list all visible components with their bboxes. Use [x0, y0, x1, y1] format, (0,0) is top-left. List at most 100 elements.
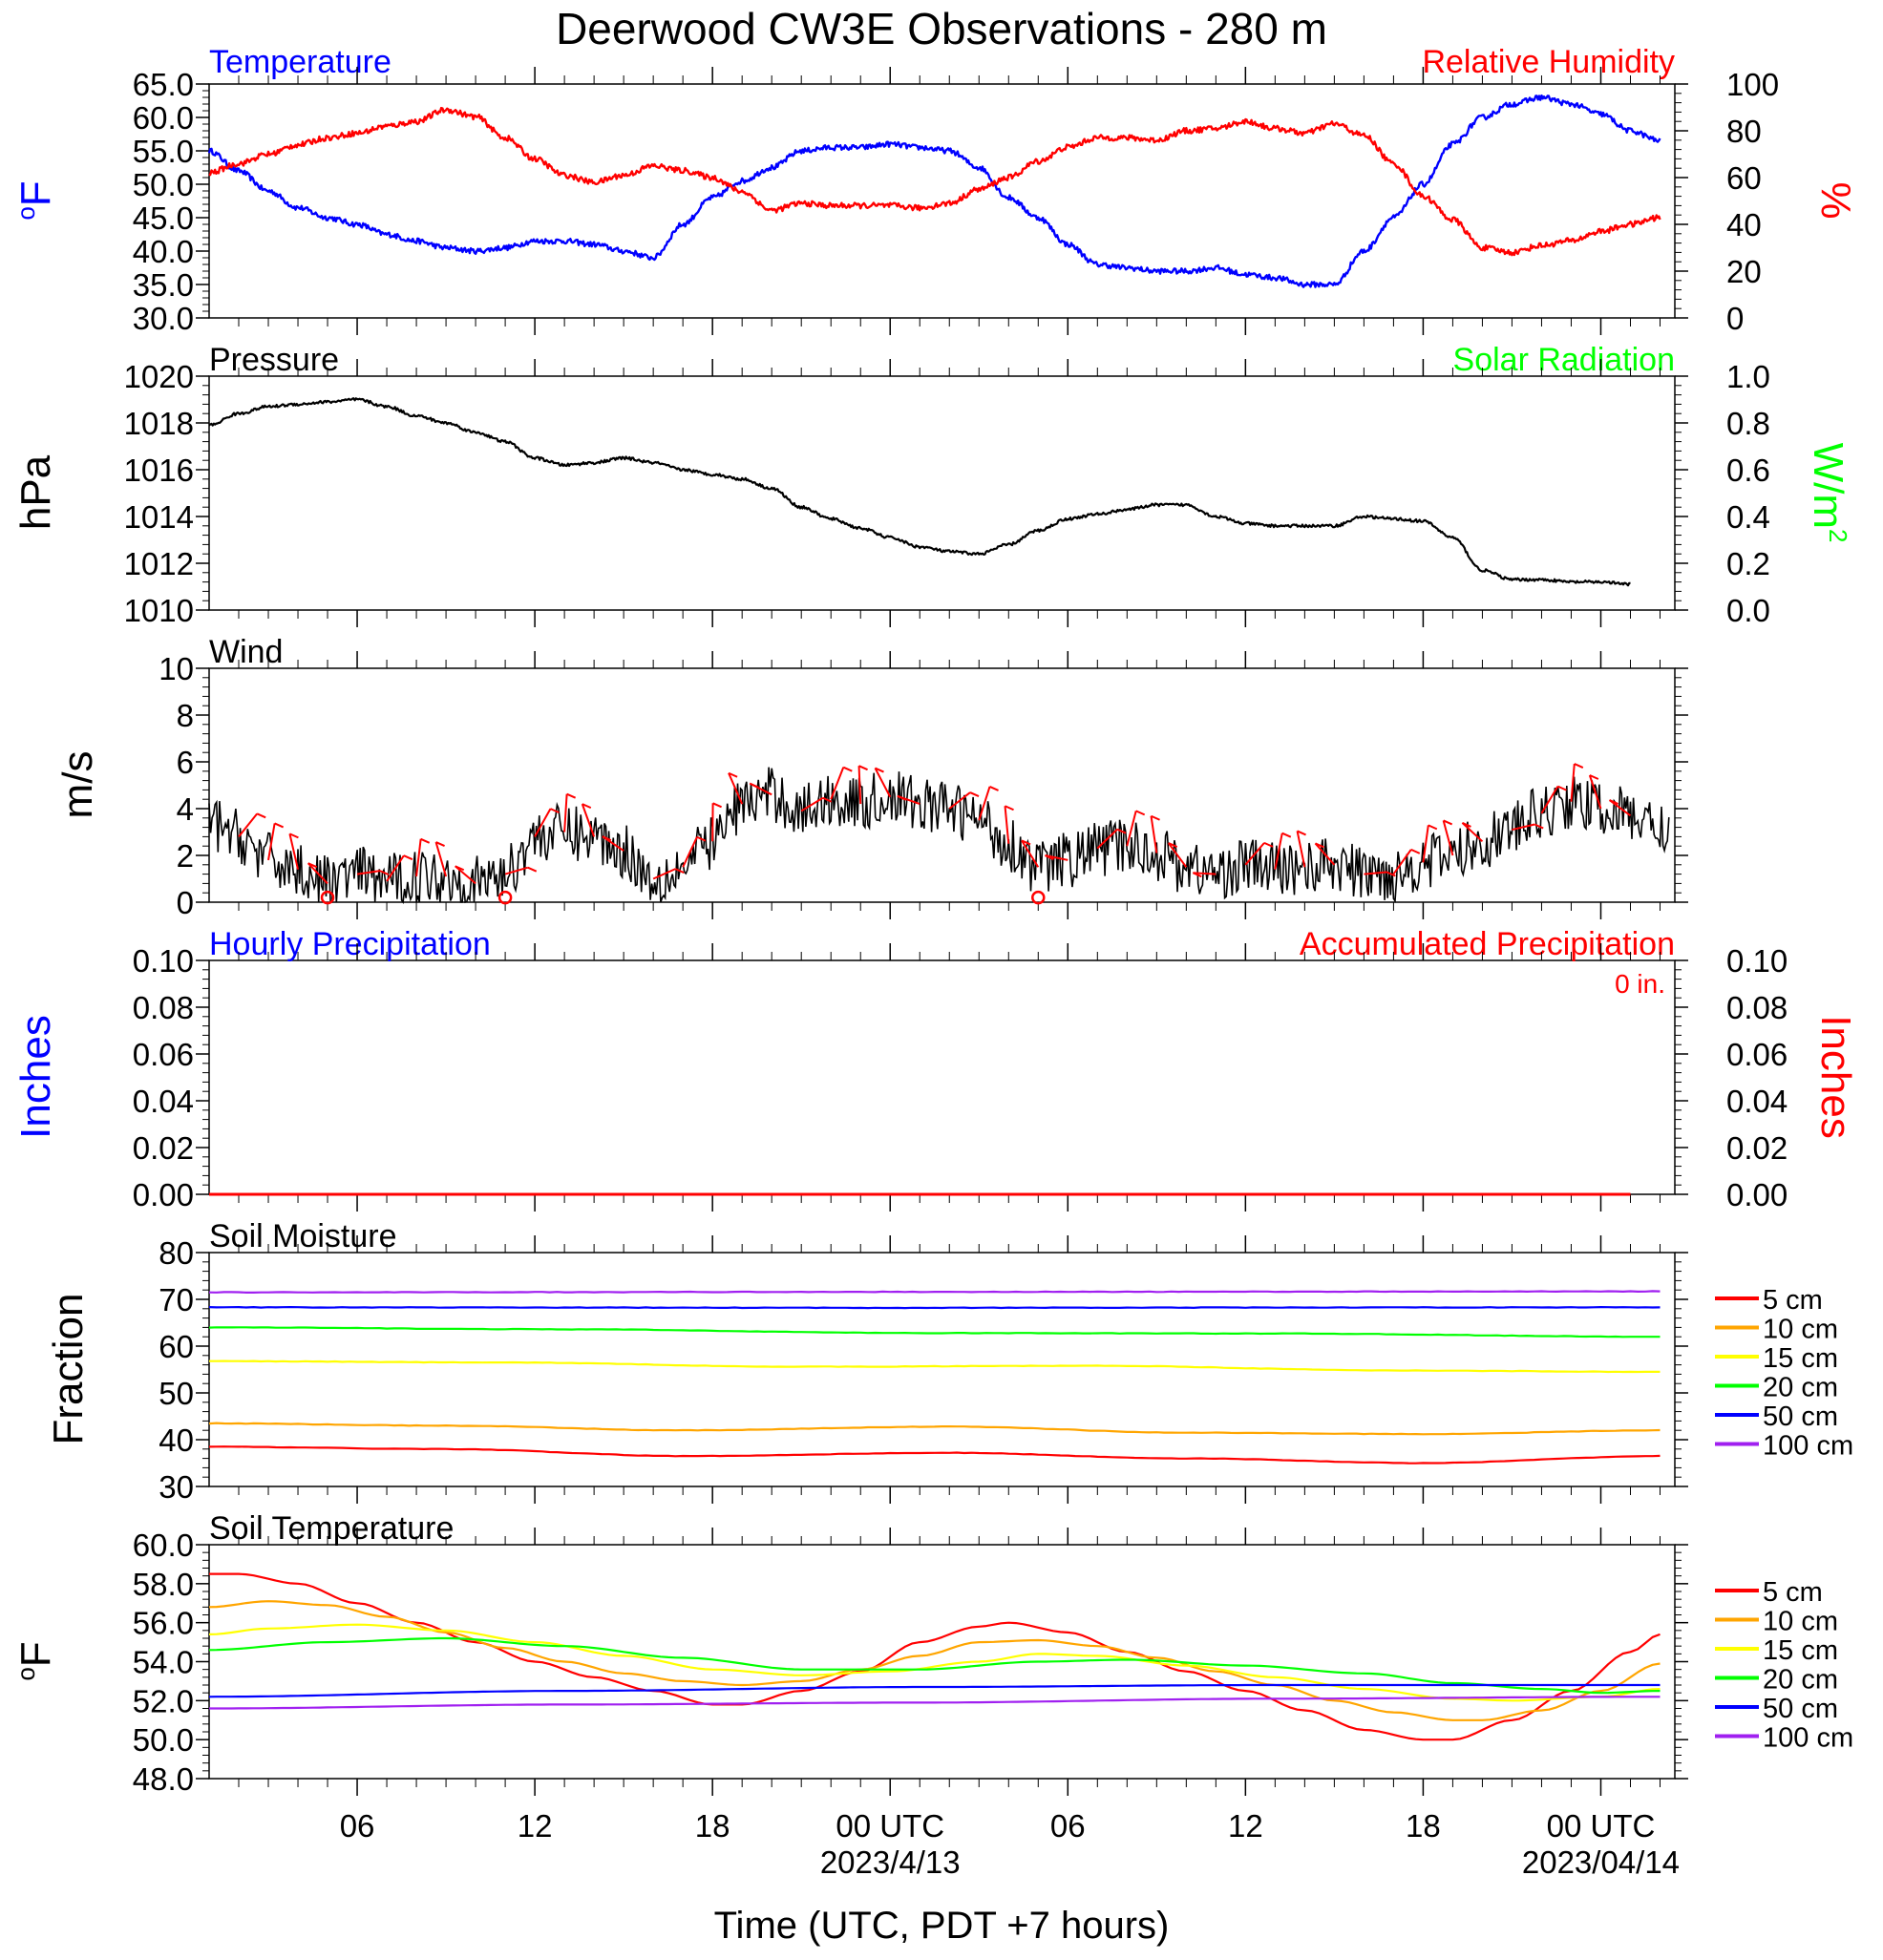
wind-barb-flag [1135, 810, 1146, 816]
soilm-left-tick-label: 30 [159, 1469, 194, 1505]
pres-left-tick-label: 1020 [124, 359, 194, 394]
pressure-panel-title: Pressure [209, 342, 339, 378]
wind-barb [434, 841, 448, 877]
soil-moisture-line-5 [208, 1290, 1661, 1294]
soilm-legend-label: 15 cm [1763, 1343, 1838, 1374]
data-series [207, 94, 1670, 1741]
figure-title: Deerwood CW3E Observations - 280 m [556, 4, 1327, 53]
x-tick-label: 00 UTC [836, 1808, 944, 1844]
soil-temp-line-2 [208, 1623, 1661, 1702]
hourly-precip-panel-title: Hourly Precipitation [209, 926, 491, 962]
panel-soilt-frame [208, 1544, 1676, 1780]
wind-barb-flag [875, 767, 884, 773]
wind-barb [728, 772, 744, 805]
wind-barb [504, 866, 529, 875]
wind-barb [1461, 822, 1484, 843]
soilm-legend-label: 100 cm [1763, 1431, 1853, 1462]
wind-barb-flag [969, 791, 980, 798]
soil-temp-line-3 [208, 1636, 1661, 1695]
wind-barb-flag [1534, 823, 1544, 830]
wind-left-tick-label: 0 [177, 885, 194, 920]
wind-barb-flag [1116, 828, 1127, 834]
wind-barb-flag [602, 835, 612, 842]
wind-barb [948, 791, 971, 810]
pres-right-tick-label: 0.8 [1726, 406, 1770, 441]
wind-barb-flag [455, 865, 465, 872]
solar-unit-label: W/m2 [1805, 443, 1852, 543]
wind-barb [1126, 811, 1137, 847]
x-axis-title: Time (UTC, PDT +7 hours) [714, 1905, 1170, 1947]
wind-barb [307, 862, 328, 885]
wind-barb-flag [1297, 830, 1306, 836]
wind-barb [1392, 849, 1412, 875]
precip-left-tick-label: 0.06 [133, 1037, 194, 1072]
soil-temp-line-1 [208, 1600, 1661, 1721]
pres-right-tick-label: 0.4 [1726, 499, 1770, 535]
pres-left-tick-label: 1016 [124, 453, 194, 488]
wind-barb [534, 808, 552, 837]
wind-barb-flag [1263, 841, 1274, 848]
temp-left-tick-label: 55.0 [133, 134, 194, 169]
wind-barb-flag [307, 862, 318, 869]
wind-barb-flag [1428, 824, 1438, 831]
relative-humidity-line [208, 106, 1661, 257]
wind-barb [1442, 820, 1454, 856]
wind-barb-flag [566, 792, 577, 799]
wind-barb [1296, 831, 1306, 868]
accum-precip-total: 0 in. [1615, 969, 1665, 999]
wind-barb [386, 854, 405, 882]
wind-barb-flag [1589, 774, 1599, 780]
wind-barb [1570, 763, 1576, 802]
wind-barb [1193, 872, 1217, 875]
wind-barb-flag [1557, 785, 1567, 791]
soil-temp-line-4 [208, 1683, 1661, 1698]
soil-moisture-panel-title: Soil Moisture [209, 1218, 397, 1254]
wind-barb [455, 865, 476, 885]
wind-barb-flag [1410, 848, 1421, 854]
wind-barb [1588, 774, 1602, 810]
wind-barb-flag [858, 765, 868, 771]
precip-right-tick-label: 0.06 [1726, 1037, 1788, 1072]
panel-precip-frame [208, 959, 1676, 1195]
precip-right-tick-label: 0.08 [1726, 990, 1788, 1025]
wind-barb-flag [1574, 763, 1584, 769]
wind-barb [238, 812, 258, 838]
temp-unit-label: oF [11, 180, 59, 220]
wind-panel-title: Wind [209, 634, 283, 670]
wind-barb [1244, 842, 1265, 866]
precip-right-tick-label: 0.04 [1726, 1084, 1788, 1119]
wind-barb-flag [728, 771, 738, 778]
soil-temp-unit-label: oF [11, 1641, 59, 1680]
soilm-left-tick-label: 70 [159, 1282, 194, 1317]
accum-precip-panel-title: Accumulated Precipitation [1300, 926, 1675, 962]
wind-barb-flag [822, 796, 833, 803]
soilt-left-tick-label: 54.0 [133, 1645, 194, 1680]
wind-barb-flag [582, 803, 592, 810]
wind-barb [1364, 871, 1387, 875]
pres-right-tick-label: 0.0 [1726, 593, 1770, 628]
soilm-legend-label: 20 cm [1763, 1373, 1838, 1403]
soil-moisture-line-3 [208, 1326, 1661, 1338]
wind-barb-flag [1192, 872, 1202, 878]
wind-barb-flag [274, 822, 285, 829]
wind-barb-flag [527, 866, 538, 873]
soil-moisture-line-1 [208, 1422, 1661, 1436]
pressure-unit-label: hPa [12, 454, 59, 530]
wind-barb-flag [1462, 821, 1471, 828]
temp-left-tick-label: 65.0 [133, 67, 194, 102]
soilt-legend-label: 50 cm [1763, 1694, 1838, 1724]
x-tick-label: 00 UTC [1547, 1808, 1656, 1844]
wind-barb-flag [749, 782, 759, 789]
wind-barb [1004, 806, 1010, 844]
soilm-legend-label: 50 cm [1763, 1402, 1838, 1432]
pres-right-tick-label: 0.2 [1726, 546, 1770, 581]
rh-panel-title: Relative Humidity [1422, 44, 1675, 80]
wind-barb [267, 823, 276, 861]
wind-barb-flag [256, 812, 266, 819]
panel-wind-frame [208, 667, 1676, 903]
wind-barb [800, 796, 824, 812]
tick-marks [196, 67, 1688, 1796]
panel-soilm-frame [208, 1252, 1676, 1487]
soilt-legend-label: 15 cm [1763, 1635, 1838, 1666]
